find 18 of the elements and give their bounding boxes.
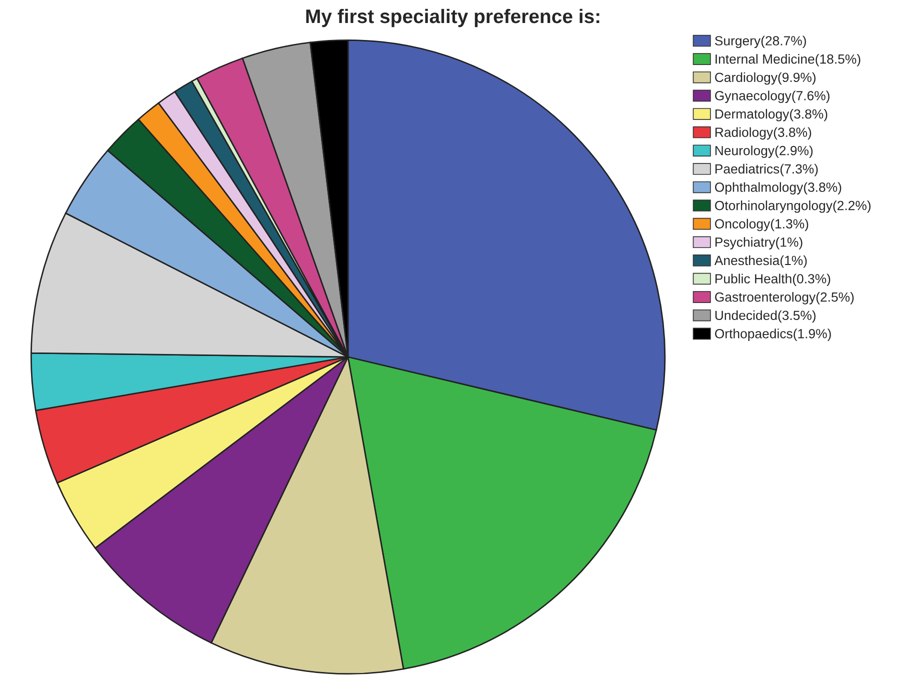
legend-label: Cardiology(9.9%): [715, 72, 816, 85]
legend-label: Public Health(0.3%): [715, 274, 830, 286]
legend-label: Dermatology(3.8%): [715, 108, 828, 122]
legend-label: Internal Medicine(18.5%): [716, 54, 860, 66]
legend-label: Oncology(1.3%): [715, 218, 808, 232]
legend-label: Paediatrics(7.3%): [715, 164, 818, 176]
legend-label: Radiology(3.8%): [715, 127, 812, 140]
legend-label: Otorhinolaryngology(2.2%): [715, 200, 871, 213]
legend-label: Gynaecology(7.6%): [715, 90, 830, 103]
legend-label: Ophthalmology(3.8%): [715, 182, 842, 194]
legend-label: Orthopaedics(1.9%): [715, 328, 831, 341]
legend-label: Neurology(2.9%): [715, 146, 813, 158]
legend-label: Undecided(3.5%): [715, 310, 816, 323]
chart-title: My first speciality preference is:: [306, 8, 600, 28]
legend-label: Surgery(28.7%): [714, 36, 806, 48]
legend-label: Anesthesia(1%): [714, 255, 807, 268]
legend-label: Psychiatry(1%): [715, 237, 802, 250]
legend-label: Gastroenterology(2.5%): [715, 292, 854, 304]
